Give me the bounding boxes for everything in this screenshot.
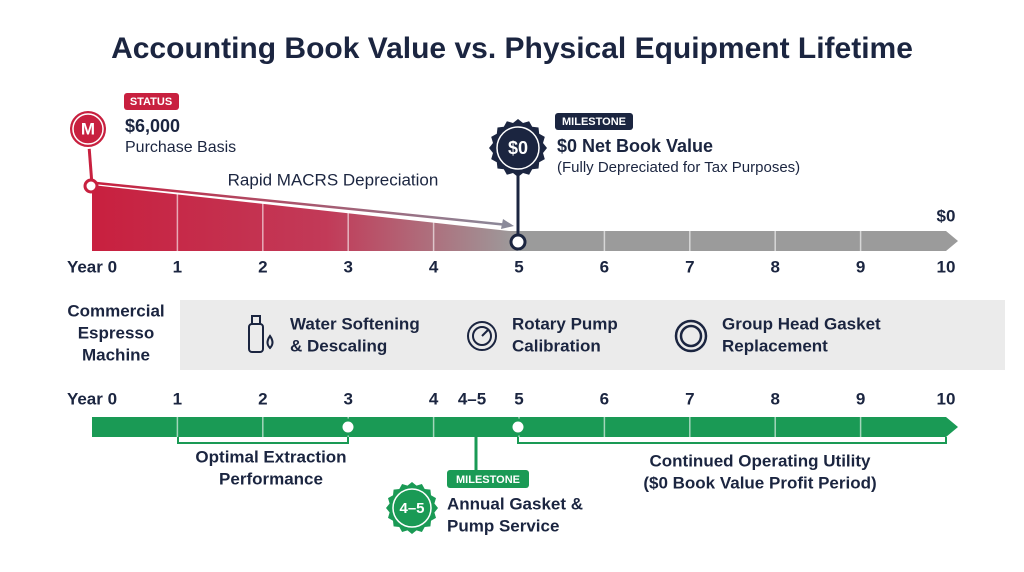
equipment-name: Espresso xyxy=(78,323,155,342)
start-icon-ring xyxy=(72,113,104,145)
year-label: 4 xyxy=(429,389,439,408)
task: Replacement xyxy=(722,336,828,355)
year-label: 5 xyxy=(514,389,523,408)
year-label: 7 xyxy=(685,389,694,408)
start-dot xyxy=(83,178,99,194)
task: Calibration xyxy=(512,336,601,355)
phase-label: Performance xyxy=(219,469,323,488)
year-label: 10 xyxy=(937,389,956,408)
end-value: $0 xyxy=(937,206,956,225)
phase-label: Optimal Extraction xyxy=(195,447,346,466)
start-icon xyxy=(68,109,108,149)
year-label: 10 xyxy=(937,257,956,276)
task: Water Softening xyxy=(290,314,420,333)
year-label: 4 xyxy=(429,257,439,276)
year-label: 1 xyxy=(173,257,182,276)
milestone-icon-text: $0 xyxy=(508,138,528,158)
phase-dot xyxy=(339,418,357,436)
milestone-label: Annual Gasket & xyxy=(447,494,583,513)
start-value: $6,000 xyxy=(125,116,180,136)
year-label: 2 xyxy=(258,257,267,276)
start-icon-text: M xyxy=(81,119,95,138)
year-label: 9 xyxy=(856,257,865,276)
year-label: 5 xyxy=(514,257,523,276)
icon-bottle xyxy=(248,315,274,353)
task: & Descaling xyxy=(290,336,387,355)
badge xyxy=(555,113,633,130)
year-label: 7 xyxy=(685,257,694,276)
arrow-label: Rapid MACRS Depreciation xyxy=(228,170,439,189)
start-label: Purchase Basis xyxy=(125,139,236,156)
milestone-subtitle: (Fully Depreciated for Tax Purposes) xyxy=(557,159,800,176)
task-panel xyxy=(180,300,1005,370)
task: Group Head Gasket xyxy=(722,314,881,333)
icon-gasket xyxy=(674,319,708,353)
milestone-label: Pump Service xyxy=(447,516,559,535)
equipment-name: Machine xyxy=(82,345,150,364)
stem xyxy=(87,145,94,186)
year-label: 6 xyxy=(600,257,609,276)
arrow-head xyxy=(501,219,514,229)
title: Accounting Book Value vs. Physical Equip… xyxy=(111,32,913,65)
year-label: 9 xyxy=(856,389,865,408)
badge-text: MILESTONE xyxy=(456,474,520,486)
badge-text: MILESTONE xyxy=(562,116,626,128)
badge xyxy=(124,93,179,110)
phase-label: ($0 Book Value Profit Period) xyxy=(643,473,876,492)
year-label: 3 xyxy=(343,389,352,408)
year-label: 1 xyxy=(173,389,182,408)
badge xyxy=(447,470,529,488)
milestone-ring xyxy=(392,488,432,528)
year-label: 4–5 xyxy=(458,389,486,408)
year-label: 6 xyxy=(600,389,609,408)
year-label: 2 xyxy=(258,389,267,408)
year-label: 8 xyxy=(770,257,779,276)
icon-gauge xyxy=(467,321,497,351)
depreciation-area xyxy=(92,185,518,251)
year-label: Year 0 xyxy=(67,389,117,408)
phase-dot xyxy=(509,418,527,436)
milestone-icon-text: 4–5 xyxy=(399,500,424,517)
bracket xyxy=(177,437,349,444)
milestone-dot xyxy=(509,233,527,251)
arrow xyxy=(95,181,509,227)
equipment-name: Commercial xyxy=(67,301,164,320)
year-label: 8 xyxy=(770,389,779,408)
phase-label: Continued Operating Utility xyxy=(650,451,872,470)
task: Rotary Pump xyxy=(512,314,618,333)
badge-text: STATUS xyxy=(130,96,172,108)
milestone-title: $0 Net Book Value xyxy=(557,136,713,156)
year-label: Year 0 xyxy=(67,257,117,276)
year-label: 3 xyxy=(343,257,352,276)
bracket xyxy=(517,437,947,444)
milestone-ring xyxy=(496,126,540,170)
